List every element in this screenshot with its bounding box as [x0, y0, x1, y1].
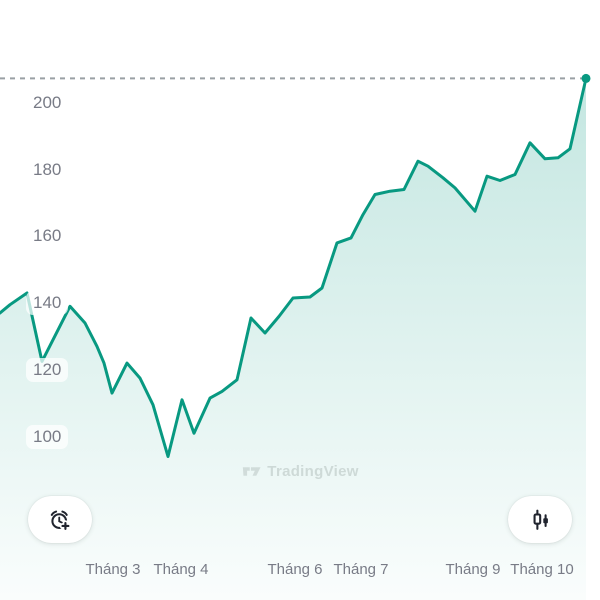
x-axis-tick-label: Tháng 6	[267, 561, 323, 578]
tradingview-watermark: TradingView	[241, 463, 358, 480]
x-axis-tick-label: Tháng 4	[153, 561, 209, 578]
alarm-plus-icon	[50, 510, 72, 532]
x-axis-tick-label: Tháng 7	[333, 561, 389, 578]
x-axis-tick-label: Tháng 9	[445, 561, 501, 578]
y-axis-tick-label: 100	[26, 424, 69, 449]
y-axis-tick-label: 160	[26, 224, 69, 249]
x-axis-tick-label: Tháng 3	[85, 561, 141, 578]
area-fill	[0, 78, 586, 600]
y-axis-tick-label: 180	[26, 157, 69, 182]
last-price-dot	[581, 73, 591, 83]
y-axis-tick-label: 120	[26, 357, 69, 382]
add-alert-button[interactable]	[28, 496, 92, 543]
tradingview-logo-icon	[242, 467, 261, 476]
watermark-text: TradingView	[267, 463, 359, 480]
chart-style-button[interactable]	[508, 496, 572, 543]
y-axis-tick-label: 140	[26, 291, 69, 315]
x-axis-tick-label: Tháng 10	[510, 561, 574, 578]
y-axis-tick-label: 200	[26, 90, 69, 115]
candlestick-icon	[533, 509, 548, 530]
price-line	[0, 76, 588, 458]
